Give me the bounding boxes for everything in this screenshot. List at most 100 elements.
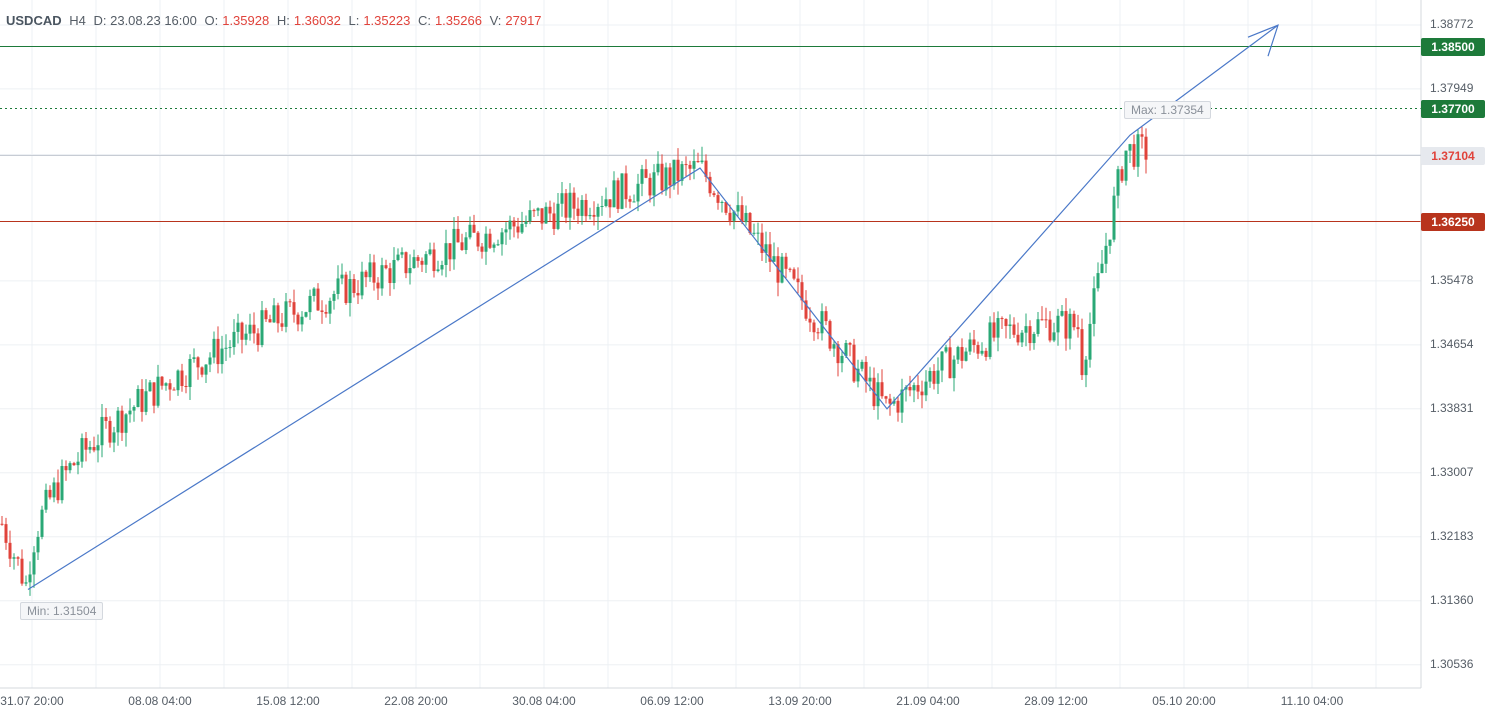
candle-body	[1124, 150, 1128, 181]
candle-body	[444, 243, 448, 265]
candle-body	[1072, 313, 1076, 328]
y-tick-label: 1.38772	[1430, 17, 1474, 31]
candle-body	[1032, 333, 1036, 344]
candle-body	[796, 278, 800, 283]
candle-body	[460, 242, 464, 250]
candle-body	[516, 226, 520, 233]
candle-body	[1044, 319, 1048, 321]
candle-body	[316, 288, 320, 311]
x-tick-label: 28.09 12:00	[1024, 694, 1088, 708]
candle-body	[492, 244, 496, 248]
candle-body	[24, 582, 28, 584]
level-tag-1-38500[interactable]: 1.38500	[1421, 37, 1485, 56]
candle-body	[740, 205, 744, 223]
candle-body	[276, 305, 280, 324]
y-tick-label: 1.37949	[1430, 80, 1474, 95]
candle-body	[932, 370, 936, 384]
candle-body	[824, 311, 828, 322]
candle-body	[1004, 319, 1008, 327]
candle-body	[888, 398, 892, 404]
candle-body	[76, 461, 80, 466]
candle-body	[1092, 288, 1096, 324]
candle-body	[8, 542, 12, 559]
candle-body	[1084, 359, 1088, 376]
candle-body	[60, 466, 64, 501]
candle-body	[368, 262, 372, 278]
candle-body	[256, 333, 260, 346]
candle-body	[616, 180, 620, 209]
candle-body	[308, 295, 312, 313]
candle-body	[764, 244, 768, 253]
candle-body	[208, 357, 212, 365]
x-tick-label: 06.09 12:00	[640, 694, 704, 708]
candle-body	[268, 319, 272, 323]
ohlc-info-bar: USDCAD H4 D: 23.08.23 16:00 O: 1.35928 H:…	[6, 13, 546, 28]
candle-body	[304, 312, 308, 317]
candle-body	[404, 252, 408, 274]
candle-body	[452, 228, 456, 260]
candle-body	[908, 386, 912, 391]
candle-body	[168, 383, 172, 390]
candle-body	[664, 167, 668, 191]
candle-body	[1136, 134, 1140, 167]
candle-body	[548, 206, 552, 214]
candle-body	[16, 557, 20, 559]
symbol-label: USDCAD	[6, 13, 62, 28]
candle-body	[224, 347, 228, 349]
candle-body	[108, 420, 112, 443]
candle-body	[384, 265, 388, 269]
level-tag-1-36250[interactable]: 1.36250	[1421, 212, 1485, 231]
candle-body	[396, 254, 400, 261]
x-tick-label: 11.10 04:00	[1280, 694, 1344, 708]
candle-body	[880, 382, 884, 397]
candle-body	[868, 377, 872, 382]
candle-body	[848, 342, 852, 345]
candle-body	[80, 438, 84, 462]
arrow-head	[1247, 24, 1279, 57]
candle-body	[896, 400, 900, 413]
candle-body	[284, 301, 288, 327]
candle-body	[744, 212, 748, 223]
max-callout: Max: 1.37354	[1124, 101, 1211, 119]
candle-body	[804, 300, 808, 319]
candle-body	[884, 396, 888, 399]
candle-body	[816, 332, 820, 334]
candle-body	[260, 310, 264, 346]
candle-body	[912, 385, 916, 391]
candle-body	[496, 244, 500, 246]
candle-body	[212, 338, 216, 358]
candle-body	[52, 482, 56, 498]
level-tag-1-37700[interactable]: 1.37700	[1421, 99, 1485, 118]
low-value: 1.35223	[363, 13, 411, 28]
candle-body	[1112, 195, 1116, 240]
candle-body	[960, 347, 964, 361]
candle-body	[1012, 324, 1016, 335]
candle-body	[544, 206, 548, 224]
candle-body	[924, 381, 928, 396]
candle-body	[352, 279, 356, 293]
candle-body	[1024, 326, 1028, 333]
candle-body	[652, 172, 656, 196]
candle-body	[928, 370, 932, 382]
candle-body	[996, 318, 1000, 338]
candle-body	[728, 212, 732, 221]
candle-body	[672, 159, 676, 186]
candle-body	[100, 416, 104, 446]
candle-body	[756, 232, 760, 234]
candle-body	[600, 206, 604, 208]
candle-body	[120, 410, 124, 433]
candle-body	[800, 282, 804, 301]
candle-body	[20, 558, 24, 584]
candle-body	[972, 339, 976, 346]
candle-body	[1128, 144, 1132, 151]
candle-body	[124, 414, 128, 433]
candle-body	[328, 300, 332, 314]
candle-body	[712, 193, 716, 196]
close-value: 1.35266	[434, 13, 482, 28]
x-tick-label: 13.09 20:00	[768, 694, 832, 708]
candle-body	[196, 357, 200, 368]
y-tick-label: 1.32183	[1430, 528, 1474, 543]
candle-body	[524, 221, 528, 224]
